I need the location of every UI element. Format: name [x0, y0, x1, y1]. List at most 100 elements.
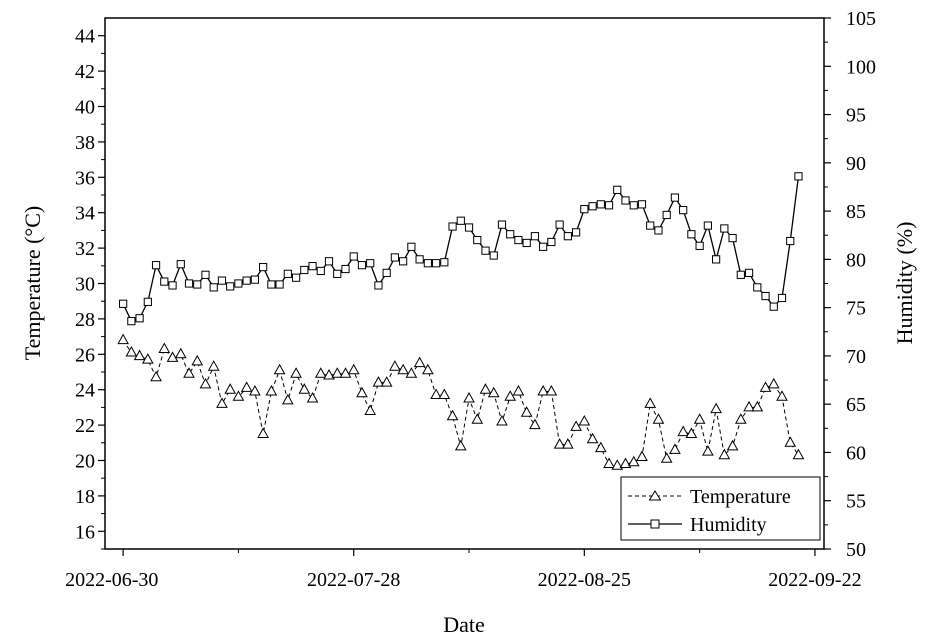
- temperature-point-54: [562, 438, 574, 449]
- bottom-axis: 2022-06-30 2022-07-28 2022-08-25 2022-09-22: [65, 549, 862, 591]
- humidity-point-12: [217, 276, 227, 285]
- humidity-point-42: [464, 223, 474, 232]
- humidity-point-27: [341, 264, 350, 274]
- temperature-point-17: [257, 427, 269, 438]
- humidity-point-73: [720, 224, 729, 233]
- temperature-point-2: [133, 349, 146, 361]
- humidity-point-16: [250, 275, 259, 284]
- humidity-point-72: [712, 255, 721, 264]
- humidity-point-28: [349, 252, 358, 261]
- right-tick-label-65: 65: [846, 394, 866, 416]
- humidity-point-76: [744, 268, 754, 277]
- humidity-point-56: [580, 205, 589, 214]
- humidity-point-71: [703, 221, 712, 230]
- temperature-point-69: [685, 427, 698, 438]
- humidity-point-65: [654, 226, 663, 235]
- temperature-point-49: [520, 406, 533, 417]
- temperature-point-41: [454, 439, 467, 451]
- temperature-point-40: [446, 409, 459, 421]
- humidity-point-5: [160, 277, 169, 286]
- left-tick-label-32: 32: [75, 238, 95, 260]
- left-tick-label-38: 38: [75, 132, 95, 154]
- temperature-point-15: [240, 381, 253, 392]
- left-tick-label-24: 24: [75, 380, 95, 402]
- temperature-point-50: [529, 418, 541, 430]
- humidity-point-68: [679, 206, 688, 215]
- temperature-point-30: [364, 404, 377, 415]
- temperature-point-9: [191, 354, 204, 366]
- y-axis-title-right: Humidity (%): [892, 222, 917, 345]
- humidity-point-29: [357, 261, 367, 270]
- legend-marker-temperature: [648, 490, 662, 501]
- humidity-point-53: [555, 220, 564, 229]
- humidity-point-75: [736, 270, 745, 279]
- humidity-point-39: [440, 258, 449, 267]
- temperature-point-22: [298, 383, 311, 394]
- humidity-point-23: [308, 262, 317, 271]
- temperature-point-82: [792, 448, 805, 460]
- left-tick-label-26: 26: [75, 344, 95, 366]
- temperature-point-8: [183, 367, 195, 378]
- temperature-point-43: [471, 413, 484, 424]
- temperature-point-14: [232, 390, 245, 401]
- temperature-point-73: [718, 448, 731, 460]
- humidity-point-46: [497, 220, 507, 229]
- temperature-point-19: [273, 363, 286, 375]
- humidity-point-7: [176, 260, 185, 269]
- temperature-point-61: [619, 457, 632, 469]
- humidity-point-3: [143, 297, 152, 306]
- temperature-point-48: [512, 384, 525, 396]
- temperature-point-51: [537, 384, 550, 396]
- humidity-point-50: [530, 232, 540, 241]
- humidity-point-32: [382, 268, 391, 277]
- temperature-point-81: [784, 436, 797, 447]
- temperature-point-71: [702, 445, 714, 456]
- humidity-point-19: [275, 280, 284, 289]
- temperature-point-6: [166, 351, 179, 362]
- temperature-point-68: [677, 425, 690, 437]
- humidity-point-2: [135, 314, 144, 323]
- right-tick-label-55: 55: [846, 491, 866, 513]
- humidity-point-20: [283, 269, 292, 278]
- temperature-point-1: [125, 346, 138, 357]
- temperature-point-20: [281, 393, 294, 405]
- left-axis: 16 18 20 22 24 26 28 30 32 34 36 38 40 42 44: [75, 26, 105, 550]
- right-axis: 50 55 60 65 70 75 80 85 90 95 100 105: [824, 8, 876, 561]
- temperature-point-76: [743, 400, 755, 412]
- humidity-point-30: [366, 259, 375, 268]
- temperature-point-7: [174, 347, 187, 359]
- temperature-point-26: [331, 367, 344, 378]
- temperature-point-24: [314, 367, 327, 378]
- right-tick-label-95: 95: [846, 105, 866, 127]
- temperature-point-38: [430, 388, 442, 400]
- humidity-point-44: [481, 246, 490, 255]
- x-tick-label-2022-06-30: 2022-06-30: [65, 569, 158, 591]
- right-tick-label-90: 90: [846, 153, 866, 175]
- right-tick-label-75: 75: [846, 298, 866, 320]
- temperature-point-44: [479, 383, 492, 394]
- temperature-point-55: [570, 420, 582, 431]
- humidity-point-13: [226, 282, 235, 291]
- right-tick-label-50: 50: [846, 539, 866, 561]
- temperature-point-79: [767, 377, 780, 389]
- x-tick-label-2022-09-22: 2022-09-22: [768, 569, 861, 591]
- right-tick-label-80: 80: [846, 249, 866, 271]
- temperature-point-58: [594, 441, 607, 453]
- temperature-point-42: [463, 392, 475, 403]
- humidity-point-8: [184, 279, 194, 288]
- legend-label-temperature: Temperature: [690, 486, 791, 508]
- humidity-point-58: [596, 200, 605, 209]
- humidity-point-80: [777, 293, 787, 303]
- humidity-point-36: [415, 255, 424, 264]
- left-tick-label-18: 18: [75, 486, 95, 508]
- humidity-point-10: [201, 270, 210, 279]
- humidity-point-43: [473, 235, 482, 245]
- humidity-point-45: [489, 251, 498, 260]
- temperature-point-32: [380, 376, 393, 387]
- series-layer: [117, 172, 805, 470]
- temperature-point-64: [644, 397, 657, 408]
- temperature-point-36: [413, 356, 426, 368]
- humidity-point-55: [571, 228, 581, 237]
- temperature-point-18: [265, 384, 278, 396]
- temperature-point-52: [545, 384, 558, 396]
